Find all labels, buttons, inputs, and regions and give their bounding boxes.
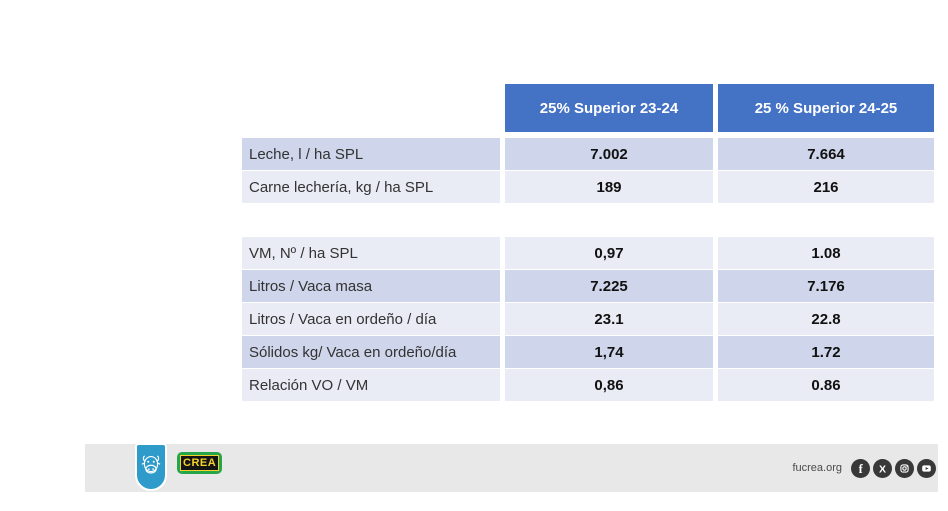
row-value-2425: 22.8 xyxy=(718,303,934,335)
row-value-2425: 7.176 xyxy=(718,270,934,302)
row-label: Carne lechería, kg / ha SPL xyxy=(242,171,500,203)
row-value-2324: 0,97 xyxy=(505,237,713,269)
website-link[interactable]: fucrea.org xyxy=(792,462,842,474)
row-value-2425: 216 xyxy=(718,171,934,203)
row-value-2324: 189 xyxy=(505,171,713,203)
row-value-2425: 0.86 xyxy=(718,369,934,401)
column-header-2425: 25 % Superior 24-25 xyxy=(718,84,934,132)
column-header-2324: 25% Superior 23-24 xyxy=(505,84,713,132)
row-value-2324 xyxy=(505,204,713,236)
row-label: Leche, l / ha SPL xyxy=(242,138,500,170)
table-row: Litros / Vaca masa 7.225 7.176 xyxy=(242,270,934,302)
table-row: Relación VO / VM 0,86 0.86 xyxy=(242,369,934,401)
row-value-2425: 7.664 xyxy=(718,138,934,170)
footer-social-group: fucrea.org f X xyxy=(792,455,936,481)
table-header-row: 25% Superior 23-24 25 % Superior 24-25 xyxy=(242,84,934,132)
row-value-2324: 7.225 xyxy=(505,270,713,302)
row-label: Litros / Vaca en ordeño / día xyxy=(242,303,500,335)
row-label: Litros / Vaca masa xyxy=(242,270,500,302)
table-row: VM, Nº / ha SPL 0,97 1.08 xyxy=(242,237,934,269)
row-label: Sólidos kg/ Vaca en ordeño/día xyxy=(242,336,500,368)
table-row: Leche, l / ha SPL 7.002 7.664 xyxy=(242,138,934,170)
row-value-2324: 7.002 xyxy=(505,138,713,170)
table-row: Litros / Vaca en ordeño / día 23.1 22.8 xyxy=(242,303,934,335)
kpi-table: 25% Superior 23-24 25 % Superior 24-25 L… xyxy=(242,84,934,402)
x-twitter-icon[interactable]: X xyxy=(873,458,892,478)
header-spacer xyxy=(242,84,500,132)
row-label xyxy=(242,204,500,236)
crea-logo-text: CREA xyxy=(180,455,220,471)
facebook-icon[interactable]: f xyxy=(851,458,870,478)
row-label: Relación VO / VM xyxy=(242,369,500,401)
row-label: VM, Nº / ha SPL xyxy=(242,237,500,269)
row-value-2324: 23.1 xyxy=(505,303,713,335)
table-row-empty xyxy=(242,204,934,236)
youtube-icon[interactable] xyxy=(917,458,936,478)
row-value-2324: 1,74 xyxy=(505,336,713,368)
row-value-2425: 1.72 xyxy=(718,336,934,368)
svg-text:f: f xyxy=(859,462,864,476)
row-value-2425: 1.08 xyxy=(718,237,934,269)
crea-logo: CREA xyxy=(177,452,223,474)
table-row: Carne lechería, kg / ha SPL 189 216 xyxy=(242,171,934,203)
footer-bar xyxy=(85,444,938,492)
cow-icon xyxy=(140,452,162,483)
row-value-2425 xyxy=(718,204,934,236)
table-row: Sólidos kg/ Vaca en ordeño/día 1,74 1.72 xyxy=(242,336,934,368)
svg-text:X: X xyxy=(879,463,886,475)
instagram-icon[interactable] xyxy=(895,458,914,478)
fucrea-cow-logo xyxy=(135,443,167,491)
row-value-2324: 0,86 xyxy=(505,369,713,401)
